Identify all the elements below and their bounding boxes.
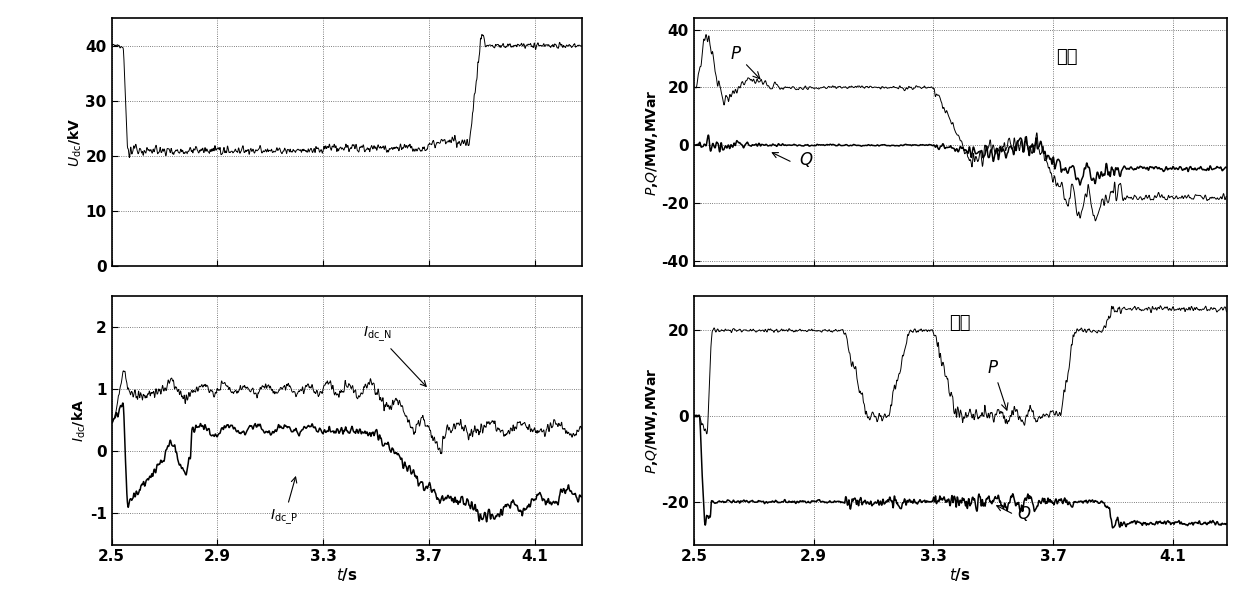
Text: $Q$: $Q$ <box>799 151 813 169</box>
X-axis label: $t$/s: $t$/s <box>949 566 971 583</box>
Y-axis label: $P$,$Q$/MW,MVar: $P$,$Q$/MW,MVar <box>644 367 660 474</box>
Y-axis label: $I_{\mathrm{dc}}$/kA: $I_{\mathrm{dc}}$/kA <box>71 399 88 442</box>
X-axis label: $t$/s: $t$/s <box>336 566 358 583</box>
Text: $Q$: $Q$ <box>1017 504 1032 523</box>
Text: $I_{\rm dc\_N}$: $I_{\rm dc\_N}$ <box>363 324 426 387</box>
Text: $P$: $P$ <box>730 45 760 79</box>
Text: $P$: $P$ <box>987 359 1009 410</box>
Text: 送端: 送端 <box>1056 48 1078 66</box>
Y-axis label: $P$,$Q$/MW,MVar: $P$,$Q$/MW,MVar <box>644 89 660 195</box>
Y-axis label: $U_{\mathrm{dc}}$/kV: $U_{\mathrm{dc}}$/kV <box>67 118 84 167</box>
Text: $I_{\rm dc\_P}$: $I_{\rm dc\_P}$ <box>270 477 299 527</box>
Text: 受端: 受端 <box>949 313 971 332</box>
